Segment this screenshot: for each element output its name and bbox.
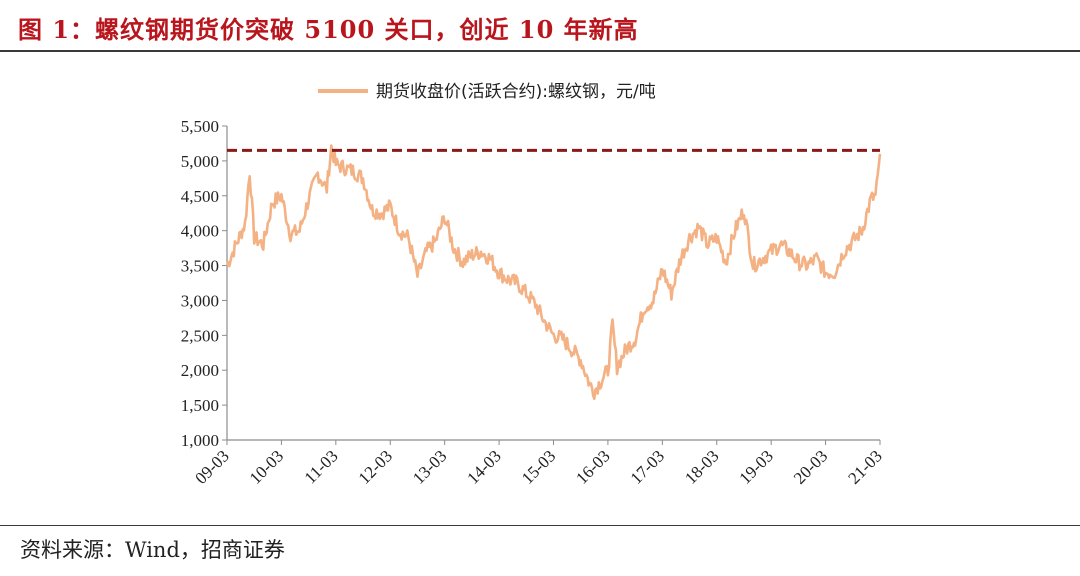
x-tick-label: 14-03 [463,446,504,487]
x-tick-label: 12-03 [355,446,396,487]
y-tick-label: 4,000 [181,222,219,241]
y-tick-label: 2,500 [181,326,219,345]
x-axis-ticks: 09-03 10-03 11-03 12-03 13-03 14-03 15-03 16-03… [191,440,886,488]
axes [226,126,880,441]
y-tick-label: 2,000 [181,361,219,380]
x-tick-label: 17-03 [627,446,668,487]
y-axis-ticks: 1,000 1,500 2,000 2,500 3,000 3,500 4,000 4,500… [181,117,227,450]
x-tick-label: 09-03 [191,446,232,487]
x-tick-label: 19-03 [736,446,777,487]
x-tick-label: 10-03 [246,446,287,487]
source-note: 资料来源：Wind，招商证券 [20,538,285,562]
y-tick-label: 5,500 [181,117,219,136]
x-tick-label: 11-03 [301,446,342,487]
y-tick-label: 4,500 [181,187,219,206]
x-tick-label: 18-03 [681,446,722,487]
x-tick-label: 16-03 [572,446,613,487]
x-tick-label: 15-03 [518,446,559,487]
series-line-rebar-price [225,144,882,401]
y-tick-label: 3,500 [181,257,219,276]
legend-label: 期货收盘价(活跃合约):螺纹钢，元/吨 [376,82,656,102]
x-tick-label: 13-03 [409,446,450,487]
figure-title: 图 1：螺纹钢期货价突破 5100 关口，创近 10 年新高 [18,15,639,44]
top-rule [0,50,1080,52]
y-tick-label: 1,000 [181,431,219,450]
bottom-rule [0,525,1080,526]
y-tick-label: 3,000 [181,291,219,310]
y-tick-label: 5,000 [181,152,219,171]
y-tick-label: 1,500 [181,396,219,415]
x-tick-label: 20-03 [790,446,831,487]
x-tick-label: 21-03 [844,446,885,487]
legend: 期货收盘价(活跃合约):螺纹钢，元/吨 [318,82,656,102]
